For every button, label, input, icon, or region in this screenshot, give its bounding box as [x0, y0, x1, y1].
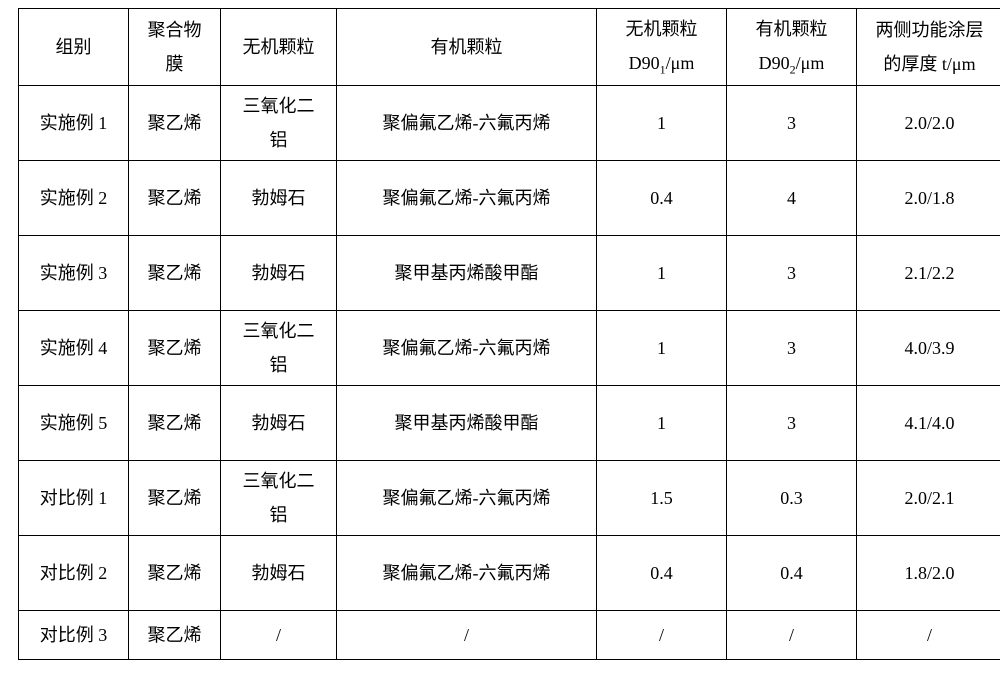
col-d90-2-l1: 有机颗粒	[756, 19, 828, 39]
cell-thickness: 2.0/2.0	[857, 86, 1000, 161]
cell-d90-1: 1	[597, 236, 727, 311]
cell-thickness: 4.1/4.0	[857, 386, 1000, 461]
cell-organic: 聚甲基丙烯酸甲酯	[337, 386, 597, 461]
col-group: 组别	[19, 9, 129, 86]
cell-organic: 聚偏氟乙烯-六氟丙烯	[337, 311, 597, 386]
cell-d90-2: 4	[727, 161, 857, 236]
cell-thickness: 2.0/2.1	[857, 461, 1000, 536]
col-inorganic-label: 无机颗粒	[243, 37, 315, 57]
col-group-label: 组别	[56, 37, 92, 57]
cell-organic: 聚偏氟乙烯-六氟丙烯	[337, 161, 597, 236]
table-row: 实施例 2聚乙烯勃姆石聚偏氟乙烯-六氟丙烯0.442.0/1.8	[19, 161, 1000, 236]
cell-organic: 聚甲基丙烯酸甲酯	[337, 236, 597, 311]
cell-thickness: 2.1/2.2	[857, 236, 1000, 311]
cell-inorganic: /	[221, 611, 337, 660]
cell-d90-2: 3	[727, 311, 857, 386]
col-organic-label: 有机颗粒	[431, 37, 503, 57]
cell-group: 实施例 3	[19, 236, 129, 311]
cell-polymer: 聚乙烯	[129, 236, 221, 311]
cell-polymer: 聚乙烯	[129, 161, 221, 236]
cell-polymer: 聚乙烯	[129, 86, 221, 161]
materials-table: 组别 聚合物 膜 无机颗粒 有机颗粒 无机颗粒 D901/μm 有机颗粒 D90…	[18, 8, 1000, 660]
table-row: 对比例 1聚乙烯三氧化二铝聚偏氟乙烯-六氟丙烯1.50.32.0/2.1	[19, 461, 1000, 536]
cell-inorganic: 勃姆石	[221, 236, 337, 311]
cell-inorganic: 三氧化二铝	[221, 461, 337, 536]
col-thickness-l1: 两侧功能涂层	[876, 20, 984, 40]
cell-organic: 聚偏氟乙烯-六氟丙烯	[337, 461, 597, 536]
col-organic: 有机颗粒	[337, 9, 597, 86]
table-row: 实施例 5聚乙烯勃姆石聚甲基丙烯酸甲酯134.1/4.0	[19, 386, 1000, 461]
cell-inorganic: 勃姆石	[221, 386, 337, 461]
cell-inorganic: 勃姆石	[221, 536, 337, 611]
cell-thickness: /	[857, 611, 1000, 660]
cell-d90-2: 3	[727, 86, 857, 161]
table-row: 对比例 3聚乙烯/////	[19, 611, 1000, 660]
cell-polymer: 聚乙烯	[129, 461, 221, 536]
col-polymer: 聚合物 膜	[129, 9, 221, 86]
cell-group: 实施例 1	[19, 86, 129, 161]
cell-d90-2: 3	[727, 386, 857, 461]
col-inorganic: 无机颗粒	[221, 9, 337, 86]
cell-d90-1: 0.4	[597, 536, 727, 611]
table-body: 实施例 1聚乙烯三氧化二铝聚偏氟乙烯-六氟丙烯132.0/2.0实施例 2聚乙烯…	[19, 86, 1000, 660]
cell-organic: /	[337, 611, 597, 660]
cell-d90-1: 1.5	[597, 461, 727, 536]
col-d90-2: 有机颗粒 D902/μm	[727, 9, 857, 86]
cell-inorganic: 勃姆石	[221, 161, 337, 236]
table-row: 实施例 3聚乙烯勃姆石聚甲基丙烯酸甲酯132.1/2.2	[19, 236, 1000, 311]
cell-polymer: 聚乙烯	[129, 611, 221, 660]
cell-d90-1: /	[597, 611, 727, 660]
cell-group: 实施例 5	[19, 386, 129, 461]
cell-d90-2: 3	[727, 236, 857, 311]
table-row: 实施例 4聚乙烯三氧化二铝聚偏氟乙烯-六氟丙烯134.0/3.9	[19, 311, 1000, 386]
col-thickness: 两侧功能涂层 的厚度 t/μm	[857, 9, 1000, 86]
cell-inorganic: 三氧化二铝	[221, 86, 337, 161]
cell-d90-1: 0.4	[597, 161, 727, 236]
col-d90-1-l2: D901/μm	[629, 53, 695, 73]
header-row: 组别 聚合物 膜 无机颗粒 有机颗粒 无机颗粒 D901/μm 有机颗粒 D90…	[19, 9, 1000, 86]
cell-organic: 聚偏氟乙烯-六氟丙烯	[337, 86, 597, 161]
cell-thickness: 4.0/3.9	[857, 311, 1000, 386]
cell-group: 对比例 3	[19, 611, 129, 660]
cell-thickness: 1.8/2.0	[857, 536, 1000, 611]
col-d90-2-l2: D902/μm	[759, 53, 825, 73]
cell-organic: 聚偏氟乙烯-六氟丙烯	[337, 536, 597, 611]
cell-d90-2: 0.3	[727, 461, 857, 536]
cell-d90-2: 0.4	[727, 536, 857, 611]
cell-polymer: 聚乙烯	[129, 311, 221, 386]
col-polymer-l1: 聚合物	[148, 20, 202, 40]
cell-inorganic: 三氧化二铝	[221, 311, 337, 386]
cell-group: 对比例 2	[19, 536, 129, 611]
cell-group: 实施例 4	[19, 311, 129, 386]
table-row: 对比例 2聚乙烯勃姆石聚偏氟乙烯-六氟丙烯0.40.41.8/2.0	[19, 536, 1000, 611]
cell-d90-2: /	[727, 611, 857, 660]
col-d90-1-l1: 无机颗粒	[626, 19, 698, 39]
cell-group: 对比例 1	[19, 461, 129, 536]
cell-d90-1: 1	[597, 86, 727, 161]
cell-d90-1: 1	[597, 386, 727, 461]
table-row: 实施例 1聚乙烯三氧化二铝聚偏氟乙烯-六氟丙烯132.0/2.0	[19, 86, 1000, 161]
col-polymer-l2: 膜	[166, 54, 184, 74]
col-thickness-l2: 的厚度 t/μm	[883, 54, 975, 74]
cell-thickness: 2.0/1.8	[857, 161, 1000, 236]
cell-polymer: 聚乙烯	[129, 536, 221, 611]
cell-group: 实施例 2	[19, 161, 129, 236]
cell-polymer: 聚乙烯	[129, 386, 221, 461]
cell-d90-1: 1	[597, 311, 727, 386]
col-d90-1: 无机颗粒 D901/μm	[597, 9, 727, 86]
